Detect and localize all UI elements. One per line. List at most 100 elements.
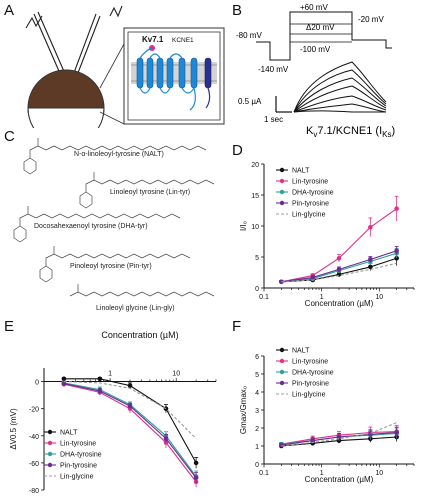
data-point-pin-tyrosine <box>394 248 399 254</box>
voltage-bottom-label: -100 mV <box>300 45 331 54</box>
x-tick-label: 10 <box>375 294 383 301</box>
legend-marker <box>279 167 285 173</box>
legend-marker <box>47 429 53 435</box>
y-tick-label: 10 <box>251 224 259 231</box>
panel-letter-e: E <box>4 318 15 335</box>
legend-marker <box>47 451 53 457</box>
panel-letter-d: D <box>232 142 243 159</box>
legend-marker <box>279 347 285 353</box>
structure-nalt-icon <box>23 138 207 175</box>
legend-label: DHA-tyrosine <box>292 370 334 377</box>
data-point-pin-tyrosine <box>193 475 199 481</box>
chart-title: Concentration (µM) <box>101 330 178 340</box>
structure-pin-tyr-icon <box>39 246 191 283</box>
electrode-right-icon <box>71 5 123 79</box>
compound-label-pin-tyr: Pinoleoyl tyrosine (Pin-tyr) <box>70 263 152 270</box>
data-point-pin-tyrosine <box>368 257 373 262</box>
data-point-pin-tyrosine <box>310 275 316 280</box>
panel-letter-b: B <box>232 2 243 19</box>
legend-label: NALT <box>292 348 310 355</box>
legend-label: Pin-tyrosine <box>292 381 329 388</box>
legend-marker <box>279 178 285 184</box>
kcne1-helix-icon <box>204 57 212 89</box>
series-line-lin-glycine <box>281 262 397 283</box>
voltage-tail-label: -20 mV <box>358 15 384 24</box>
panel-b-protocol: +60 mV Δ20 mV -100 mV -80 mV -140 mV -20… <box>236 3 395 139</box>
legend-marker <box>279 358 285 364</box>
data-point-pin-tyrosine <box>97 388 103 394</box>
legend-marker <box>47 440 53 446</box>
y-tick-label: 0 <box>255 462 259 469</box>
data-point-pin-tyrosine <box>127 403 133 409</box>
legend-label: Lin-tyrosine <box>292 359 328 366</box>
panel-b-title: Kv7.1/KCNE1 (IKs) <box>306 125 395 139</box>
y-axis-label: ΔV0.5 (mV) <box>9 408 18 450</box>
legend-label: Pin-tyrosine <box>292 201 329 208</box>
compound-label-lin-tyr: Linoleoyl tyrosine (Lin-tyr) <box>110 189 190 196</box>
series-line-lin-glycine <box>281 422 397 447</box>
compound-label-nalt: N-α-linoleoyl-tyrosine (NALT) <box>74 151 164 158</box>
legend-marker <box>47 462 53 468</box>
compound-label-dha-tyr: Docosahexaenoyl tyrosine (DHA-tyr) <box>34 223 148 230</box>
legend-label: Lin-tyrosine <box>60 441 96 448</box>
data-point-pin-tyrosine <box>336 267 342 272</box>
data-point-pin-tyrosine <box>394 430 399 435</box>
x-tick-label: 1 <box>320 294 324 301</box>
panel-letter-c: C <box>4 128 15 145</box>
y-axis-label: Gmax/Gmax₀ <box>239 386 248 434</box>
panel-letter-f: F <box>232 318 242 335</box>
x-tick-label: 0.1 <box>259 470 269 477</box>
data-point-nalt <box>193 460 199 466</box>
structure-dha-tyr-icon <box>13 206 181 243</box>
x-axis-label: Concentration (µM) <box>305 299 374 308</box>
panel-b-title-end: ) <box>392 125 396 137</box>
chart-e: 0 -20 -40 -60 -80 1 10 Concentration (µM) ΔV0.5 … <box>9 330 217 495</box>
data-point-nalt <box>61 376 67 382</box>
x-tick-label: 10 <box>172 371 180 378</box>
y-tick-label: 5 <box>255 372 259 379</box>
y-axis-label: I/I₀ <box>239 221 248 231</box>
legend-label: Lin-glycine <box>292 212 326 219</box>
legend-marker <box>279 369 285 375</box>
y-tick-label: 20 <box>251 162 259 169</box>
x-tick-label: 0.1 <box>259 294 269 301</box>
legend-label: Pin-tyrosine <box>60 463 97 470</box>
y-tick-label: 0 <box>255 286 259 293</box>
y-tick-label: 1 <box>255 444 259 451</box>
panel-b-title-sub2: Ks <box>382 130 391 139</box>
legend-label: NALT <box>292 168 310 175</box>
panel-a-schematic: Kv7.1 KCNE1 <box>25 5 225 128</box>
membrane-icon <box>131 62 217 84</box>
voltage-protocol <box>256 11 392 61</box>
data-point-nalt <box>368 264 373 270</box>
structure-lin-gly-icon <box>69 284 215 297</box>
x-axis-label: Concentration (µM) <box>305 475 374 484</box>
y-tick-label: 15 <box>251 193 259 200</box>
subunit-label: KCNE1 <box>172 37 194 44</box>
channel-label: Kv7.1 <box>142 35 164 44</box>
legend-label: NALT <box>60 430 78 437</box>
data-point-pin-tyrosine <box>336 434 342 440</box>
data-point-lin-tyrosine <box>394 206 399 211</box>
panel-letter-a: A <box>4 2 15 19</box>
electrode-left-icon <box>25 11 67 79</box>
data-point-pin-tyrosine <box>61 381 67 386</box>
data-point-lin-tyrosine <box>368 224 373 230</box>
y-tick-label: 2 <box>255 426 259 433</box>
legend-label: DHA-tyrosine <box>292 190 334 197</box>
scale-time-label: 1 sec <box>264 115 283 124</box>
voltage-holding-label: -80 mV <box>236 31 262 40</box>
compound-label-lin-gly: Linoleoyl glycine (Lin-gly) <box>96 305 175 312</box>
legend-label: DHA-tyrosine <box>60 452 102 459</box>
oocyte-icon <box>27 69 105 128</box>
scale-bars <box>275 96 292 113</box>
voltage-top-label: +60 mV <box>300 3 328 12</box>
x-tick-label: 10 <box>375 470 383 477</box>
legend-marker <box>279 200 285 206</box>
y-tick-label: 6 <box>255 354 259 361</box>
data-point-pin-tyrosine <box>279 442 284 448</box>
y-tick-label: -60 <box>29 461 39 468</box>
data-point-nalt <box>97 376 103 382</box>
y-tick-label: -80 <box>29 488 39 495</box>
